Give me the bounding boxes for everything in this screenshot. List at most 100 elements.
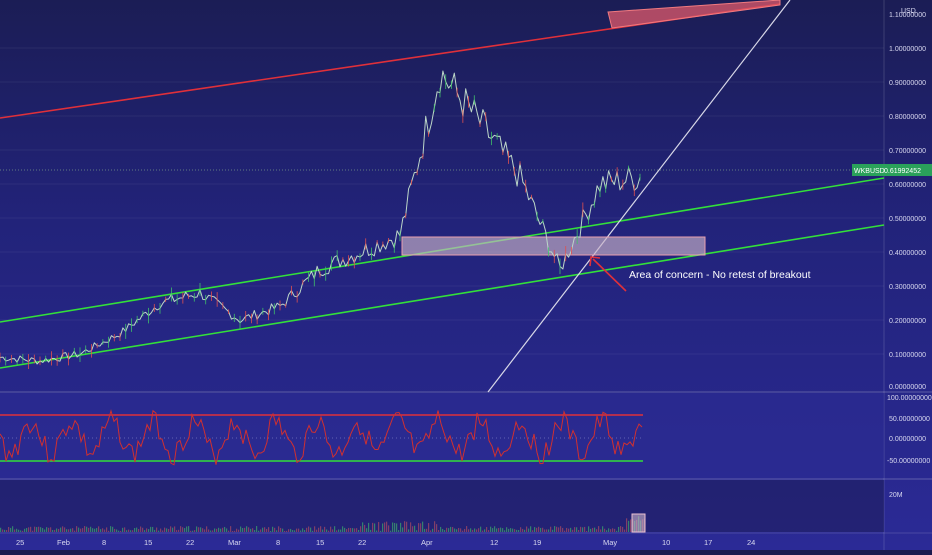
volume-bar [168,528,170,532]
volume-bar [358,529,360,532]
volume-bar [66,529,68,532]
volume-bar [542,527,544,532]
volume-bar [324,526,326,532]
volume-bar [556,526,558,532]
volume-bar [96,528,98,532]
volume-bar [174,526,176,532]
volume-bar [106,527,108,532]
volume-bar [306,527,308,532]
volume-bar [584,526,586,532]
osc-tick: 100.00000000 [887,395,932,402]
price-axis[interactable]: 1.10000000 1.00000000 0.90000000 0.80000… [889,12,926,391]
volume-bar [270,530,272,532]
volume-bar [408,529,410,532]
volume-bar [274,527,276,532]
volume-bar [418,523,420,532]
volume-bar [430,530,432,532]
volume-bar [68,529,70,532]
volume-bar [138,529,140,532]
volume-bar [182,527,184,532]
volume-bar [348,527,350,532]
volume-bar [468,529,470,532]
volume-bar [204,529,206,532]
volume-bar [544,529,546,532]
volume-bar [572,529,574,532]
volume-bar [148,529,150,532]
volume-bar [144,530,146,532]
channel-line-lower[interactable] [0,224,885,369]
volume-highlight [631,513,646,533]
volume-bar [340,529,342,532]
volume-bar [628,520,630,532]
oscillator-axis[interactable]: 100.00000000 50.00000000 0.00000000 -50.… [887,395,932,465]
volume-bar [502,528,504,532]
volume-bar [490,526,492,532]
volume-bar [594,527,596,532]
volume-bar [526,526,528,532]
volume-bar [314,526,316,532]
volume-bar [72,528,74,532]
volume-bar [442,528,444,532]
volume-bar [618,526,620,532]
volume-bar [322,529,324,532]
oscillator-pane[interactable] [0,393,884,478]
volume-bar [444,530,446,532]
volume-bar [92,528,94,532]
time-tick: 10 [662,538,670,547]
volume-bar [426,528,428,532]
annotation-arrow[interactable] [592,258,627,292]
white-trendline[interactable] [487,0,791,393]
time-tick: 22 [186,538,194,547]
volume-bar [94,528,96,532]
volume-bar [304,530,306,532]
support-zone[interactable] [401,236,706,256]
volume-bar [346,529,348,532]
volume-bar [318,527,320,532]
time-axis[interactable]: 25 Feb 8 15 22 Mar 8 15 22 Apr 12 19 May… [16,538,755,547]
volume-bar [8,526,10,532]
volume-bar [14,529,16,532]
volume-bar [606,530,608,532]
time-tick: 8 [102,538,106,547]
volume-bar [492,528,494,532]
volume-bar [450,526,452,532]
volume-bar [472,529,474,532]
volume-bar [550,526,552,532]
volume-bar [416,530,418,532]
price-tag-value: 0.61992452 [884,168,921,175]
volume-bar [326,529,328,532]
annotation-text: Area of concern - No retest of breakout [629,269,811,281]
volume-bar [344,527,346,532]
volume-bar [4,529,6,532]
volume-bar [494,526,496,532]
volume-bar [248,527,250,532]
volume-bar [132,530,134,532]
volume-tick: 20M [889,492,903,499]
volume-bar [516,529,518,532]
volume-bar [280,527,282,532]
time-tick: 15 [316,538,324,547]
volume-bar [250,528,252,532]
volume-bar [262,527,264,532]
price-tick: 0.70000000 [889,148,926,155]
target-zone[interactable] [607,0,781,29]
volume-bar [108,530,110,532]
volume-bar [482,530,484,532]
volume-bar [124,527,126,532]
volume-bar [568,528,570,532]
volume-pane[interactable] [0,480,884,532]
volume-bar [462,530,464,532]
oscillator-series[interactable] [0,409,643,466]
volume-bar [44,529,46,532]
volume-bar [614,528,616,532]
volume-bar [172,527,174,532]
volume-bar [484,529,486,532]
volume-bar [330,526,332,532]
volume-bar [396,523,398,532]
symbol-tag: WKBUSD [854,168,885,175]
volume-bar [296,528,298,532]
volume-bar [6,530,8,532]
volume-bar [186,526,188,532]
